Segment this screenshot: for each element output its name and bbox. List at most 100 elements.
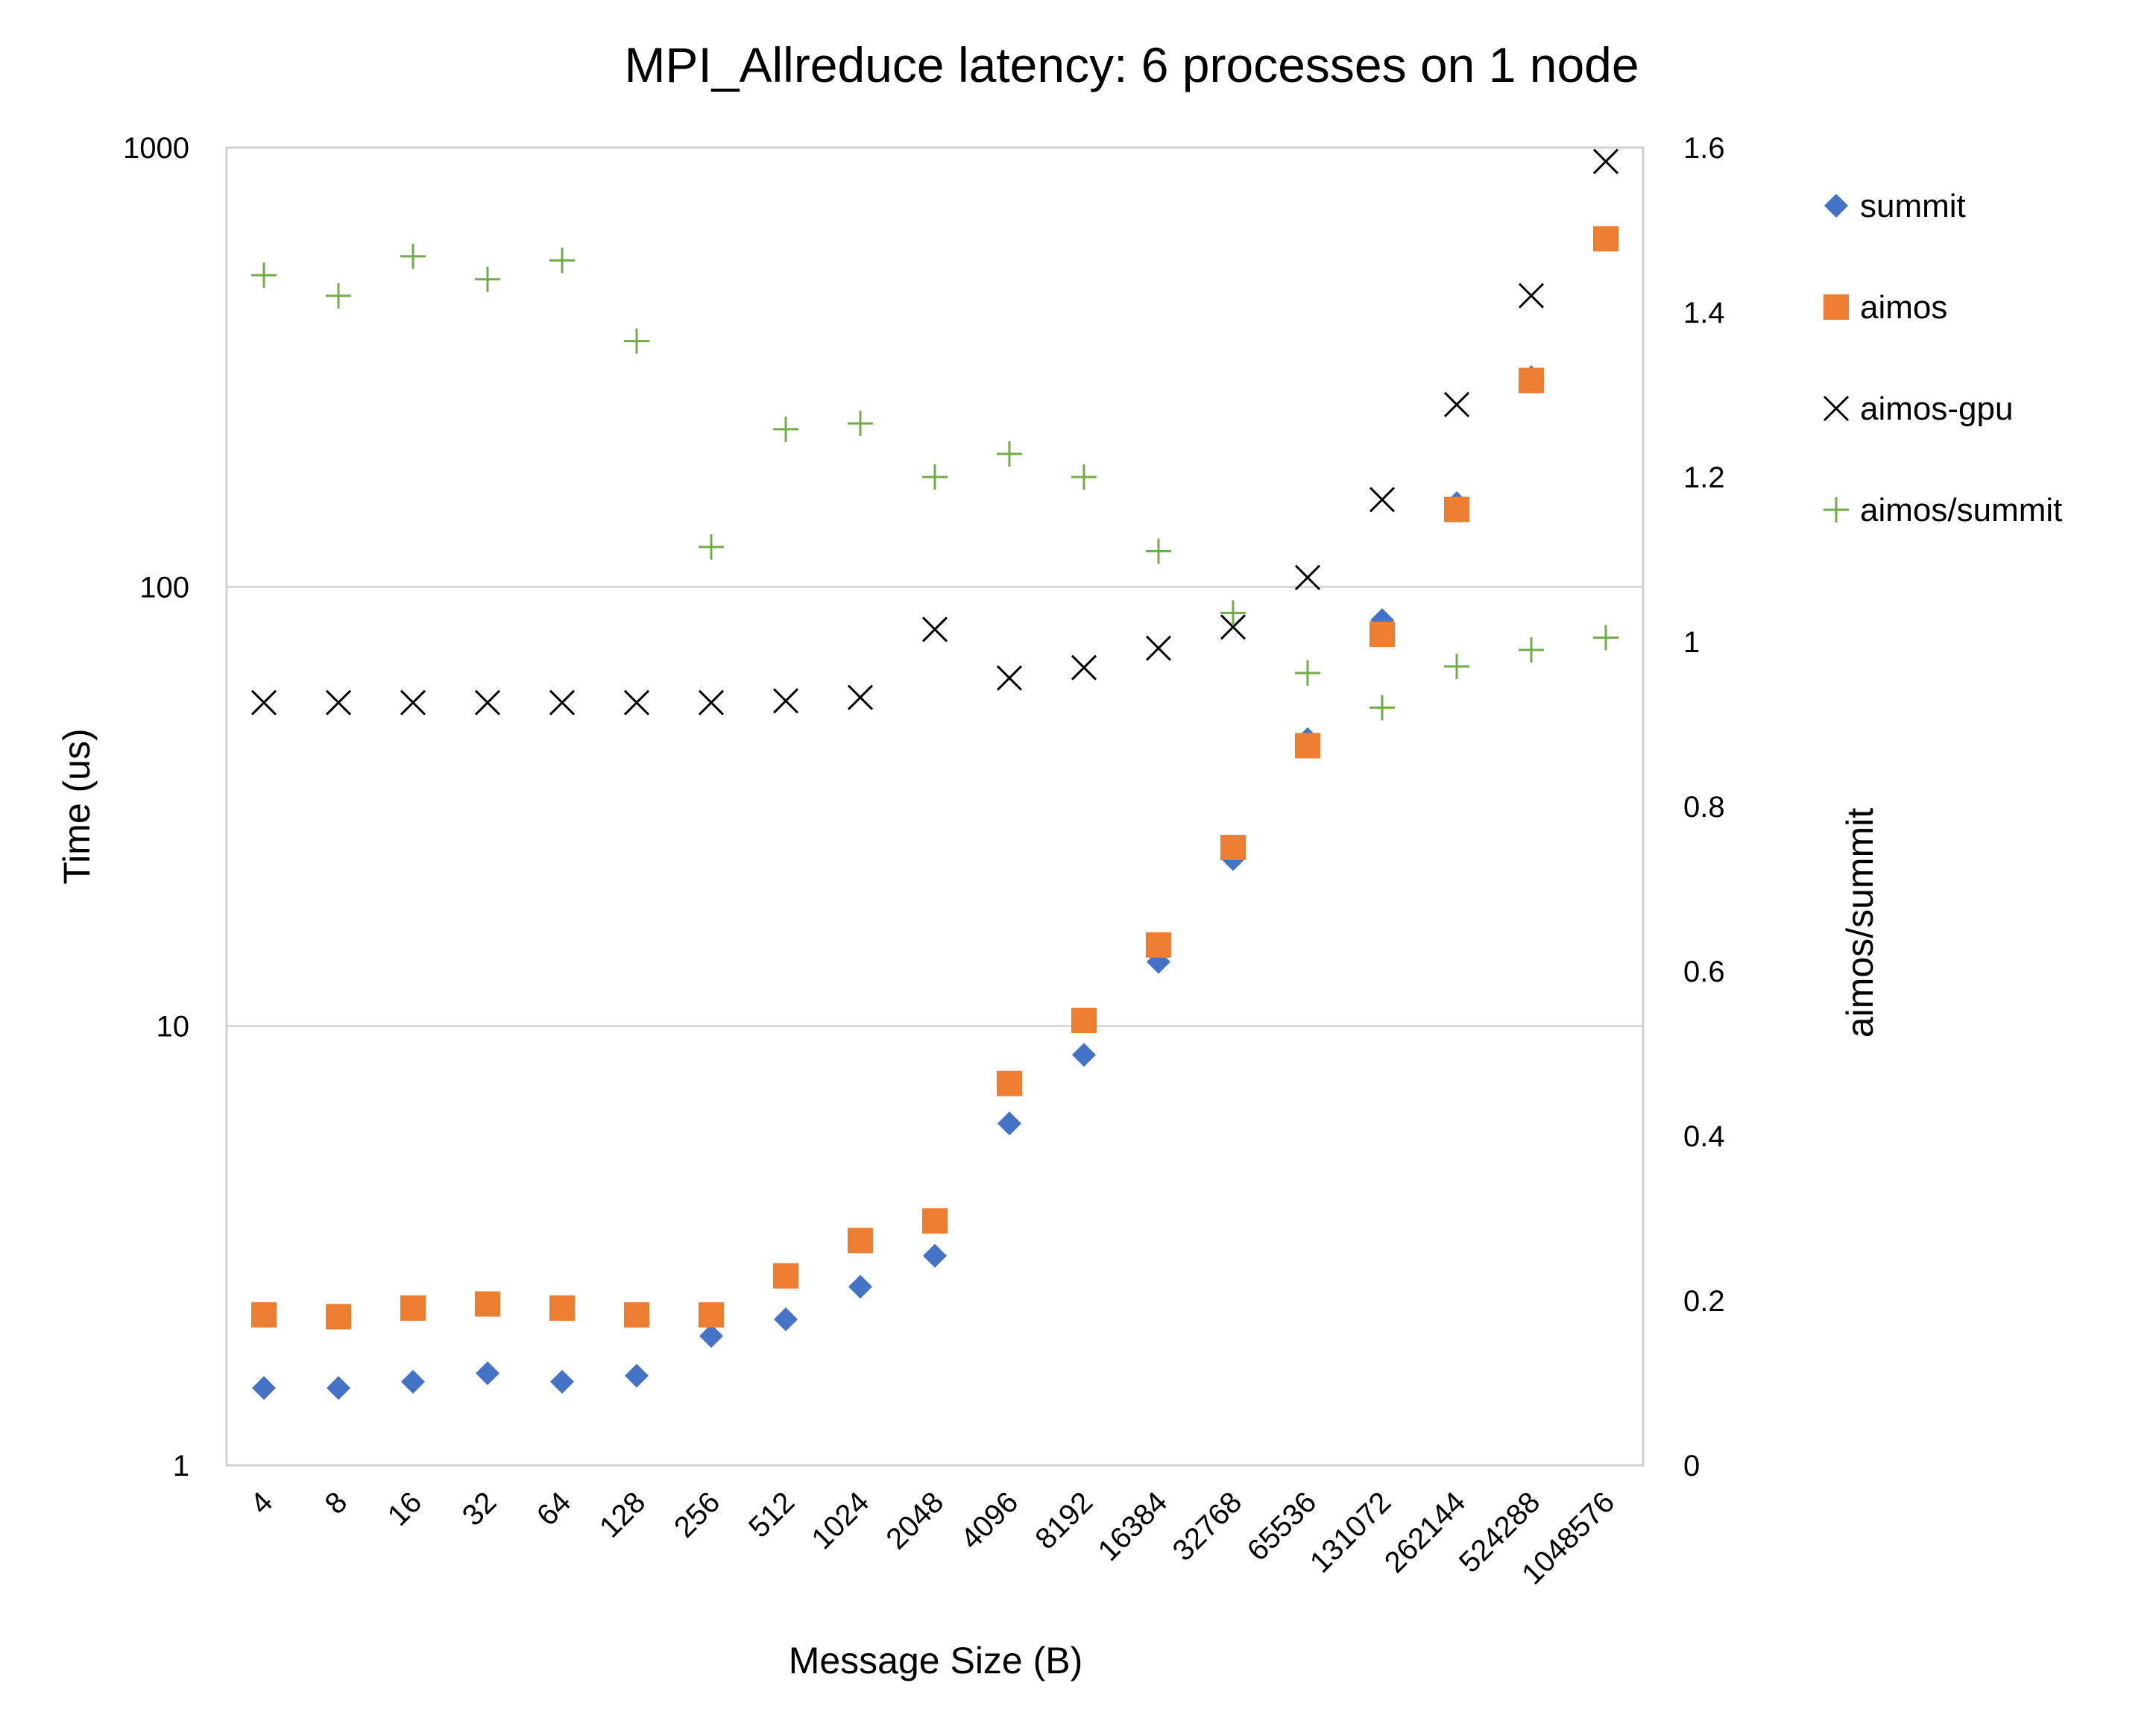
data-point [400,689,426,716]
y2-axis-ticks: 0 0.2 0.4 0.6 0.8 1 1.2 1.4 1.6 [1683,132,1725,1482]
data-point [326,282,351,309]
legend-label: aimos [1860,289,1947,326]
legend-marker [1824,497,1849,522]
data-point [774,1307,798,1332]
y2-tick-label: 1 [1683,626,1700,659]
legend-marker [1824,294,1849,320]
legend-label: summit [1860,188,1966,224]
data-point [1220,600,1246,626]
x-tick-label: 1024 [805,1485,875,1556]
data-point [250,689,277,716]
y-tick-label: 1 [173,1450,189,1482]
data-point [848,1228,873,1254]
data-point [325,689,352,716]
x-tick-label: 262144 [1378,1485,1472,1579]
x-tick-label: 4096 [954,1485,1024,1556]
data-point [1071,464,1097,490]
data-point [1519,367,1544,394]
data-point [848,411,873,437]
data-point [1592,148,1619,174]
x-tick-label: 512 [743,1485,801,1544]
data-point [847,684,874,710]
data-point [923,1243,947,1268]
y2-axis-label: aimos/summit [1839,808,1881,1038]
data-point [1369,695,1395,721]
series-aimos [251,226,1618,1330]
data-point [251,262,277,288]
data-point [251,1302,277,1328]
data-point [1146,538,1171,564]
x-tick-label: 131072 [1304,1485,1398,1579]
data-point [773,1263,798,1289]
data-point [327,1376,350,1400]
data-point [475,1291,500,1317]
data-point [549,1295,575,1321]
data-point [1294,564,1321,590]
x-tick-label: 8 [319,1485,354,1520]
data-point [474,689,501,716]
data-point [698,689,725,716]
data-point [624,1302,649,1328]
data-point [1369,621,1395,647]
data-point [1443,391,1470,417]
x-tick-label: 16 [382,1485,429,1532]
data-point [1295,733,1320,759]
data-point [1593,625,1618,651]
data-point [1220,614,1246,640]
data-marks [250,148,1619,1400]
chart-title: MPI_Allreduce latency: 6 processes on 1 … [624,37,1639,92]
data-point [1071,654,1097,680]
data-point [624,328,649,354]
y-axis-ticks: 1 10 100 1000 [123,132,189,1482]
y2-tick-label: 0.6 [1683,956,1725,988]
data-point [1145,635,1172,661]
x-tick-label: 256 [668,1485,726,1544]
data-point [252,1376,276,1400]
x-tick-label: 2048 [880,1485,950,1556]
y-tick-label: 1000 [123,132,189,165]
y2-tick-label: 1.2 [1683,461,1725,494]
data-point [549,689,576,716]
legend: summit aimos aimos-gpu aimos/summit [1823,188,2062,528]
data-point [1072,1043,1096,1067]
data-point [1444,496,1469,522]
legend-label: aimos-gpu [1860,391,2013,427]
data-point [921,616,948,642]
data-point [1444,654,1469,680]
data-point [1146,932,1171,958]
x-axis-label: Message Size (B) [789,1640,1083,1681]
y2-tick-label: 1.4 [1683,297,1725,329]
data-point [401,1369,425,1394]
data-point [550,1369,574,1394]
data-point [1220,835,1246,861]
y2-tick-label: 0.8 [1683,791,1725,824]
data-point [997,1070,1022,1096]
data-point [475,266,500,292]
x-tick-label: 64 [531,1485,578,1532]
data-point [1518,282,1545,309]
data-point [623,689,650,716]
data-point [625,1363,649,1388]
y2-tick-label: 1.6 [1683,132,1725,165]
gridlines [227,586,1643,1027]
data-point [848,1275,872,1299]
data-point [476,1361,499,1386]
data-point [549,247,575,274]
y2-tick-label: 0.4 [1683,1120,1725,1153]
data-point [400,243,426,269]
legend-marker [1823,395,1850,422]
data-point [1593,226,1618,252]
data-point [922,464,948,490]
data-point [699,1302,724,1328]
x-tick-label: 4 [245,1485,280,1520]
data-point [922,1208,948,1234]
data-point [1295,660,1320,686]
data-point [326,1304,351,1330]
y2-tick-label: 0.2 [1683,1285,1725,1318]
legend-label: aimos/summit [1860,492,2062,528]
series-aimos-gpu [250,148,1619,716]
data-point [772,688,799,714]
data-point [997,1111,1021,1136]
data-point [699,1324,723,1348]
